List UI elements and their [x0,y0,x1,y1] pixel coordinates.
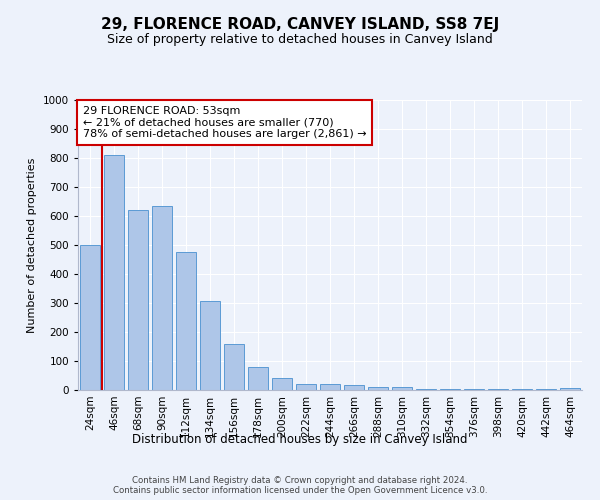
Bar [560,388,580,390]
Bar [224,344,244,390]
Text: 29 FLORENCE ROAD: 53sqm
← 21% of detached houses are smaller (770)
78% of semi-d: 29 FLORENCE ROAD: 53sqm ← 21% of detache… [83,106,367,139]
Bar [440,388,460,390]
Bar [104,155,124,390]
Bar [176,252,196,390]
Text: 29, FLORENCE ROAD, CANVEY ISLAND, SS8 7EJ: 29, FLORENCE ROAD, CANVEY ISLAND, SS8 7E… [101,18,499,32]
Bar [416,388,436,390]
Bar [344,386,364,390]
Bar [80,245,100,390]
Text: Contains HM Land Registry data © Crown copyright and database right 2024.
Contai: Contains HM Land Registry data © Crown c… [113,476,487,495]
Bar [128,210,148,390]
Bar [200,301,220,390]
Bar [296,384,316,390]
Bar [272,378,292,390]
Bar [248,368,268,390]
Bar [368,386,388,390]
Text: Distribution of detached houses by size in Canvey Island: Distribution of detached houses by size … [132,432,468,446]
Bar [320,384,340,390]
Bar [152,206,172,390]
Text: Size of property relative to detached houses in Canvey Island: Size of property relative to detached ho… [107,32,493,46]
Y-axis label: Number of detached properties: Number of detached properties [27,158,37,332]
Bar [392,388,412,390]
